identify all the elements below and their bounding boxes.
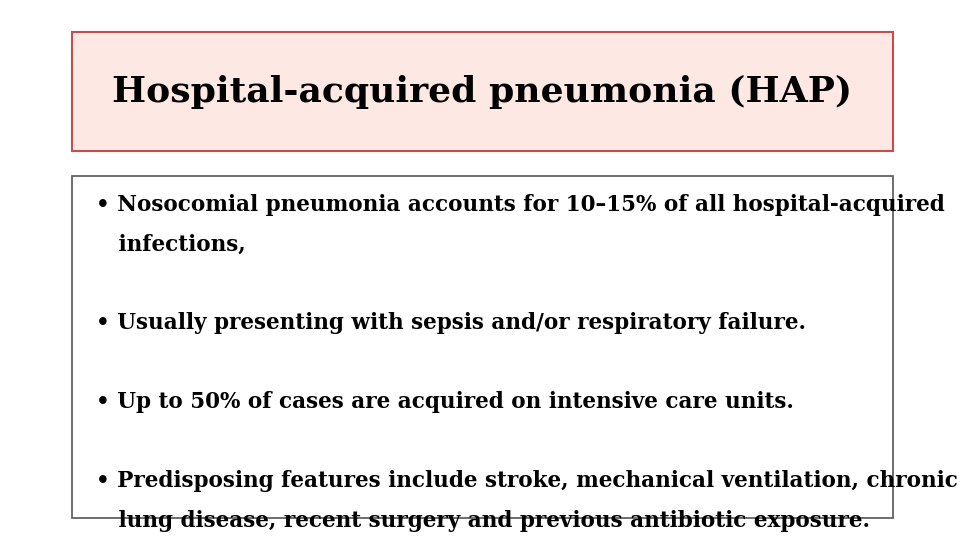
Text: • Predisposing features include stroke, mechanical ventilation, chronic: • Predisposing features include stroke, … — [96, 470, 958, 492]
Text: lung disease, recent surgery and previous antibiotic exposure.: lung disease, recent surgery and previou… — [96, 510, 870, 531]
FancyBboxPatch shape — [72, 32, 893, 151]
Text: Hospital-acquired pneumonia (HAP): Hospital-acquired pneumonia (HAP) — [112, 75, 852, 109]
Text: • Up to 50% of cases are acquired on intensive care units.: • Up to 50% of cases are acquired on int… — [96, 392, 794, 413]
FancyBboxPatch shape — [72, 176, 893, 518]
Text: infections,: infections, — [96, 234, 246, 255]
Text: • Usually presenting with sepsis and/or respiratory failure.: • Usually presenting with sepsis and/or … — [96, 313, 806, 334]
Text: • Nosocomial pneumonia accounts for 10–15% of all hospital-acquired: • Nosocomial pneumonia accounts for 10–1… — [96, 194, 945, 216]
